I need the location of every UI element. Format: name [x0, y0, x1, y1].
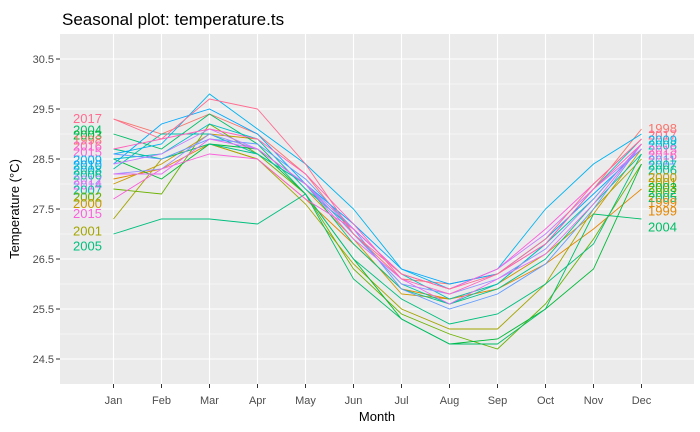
series-line-2010 [113, 108, 642, 285]
series-line-2004 [113, 113, 642, 345]
y-tick-label: 28.5 [33, 154, 54, 166]
series-lines [113, 93, 642, 350]
year-label-left: 2012 [73, 173, 102, 188]
y-tick-label: 27.5 [33, 204, 54, 216]
year-label-right: 2015 [648, 143, 677, 158]
x-tick-label: Aug [440, 395, 460, 407]
year-label-right: 2004 [648, 220, 677, 235]
year-label-right: 2003 [648, 180, 677, 195]
year-label-left: 2009 [73, 153, 102, 168]
y-axis-ticks: 24.5 25.5 26.5 27.5 28.5 29.5 30.5 [33, 54, 60, 366]
year-label-right: 2007 [648, 158, 677, 173]
x-tick-label: Mar [200, 395, 219, 407]
year-label-left: 2014 [73, 178, 102, 193]
year-label-left: 2015 [73, 145, 102, 160]
series-line-2003 [113, 143, 642, 345]
x-tick-label: May [295, 395, 316, 407]
x-tick-label: Oct [537, 395, 554, 407]
y-tick-label: 24.5 [33, 354, 54, 366]
year-label-left: 1998 [73, 133, 102, 148]
x-tick-label: Feb [152, 395, 171, 407]
x-tick-label: Apr [249, 395, 266, 407]
x-tick-label: Jul [394, 395, 408, 407]
year-label-right: 2001 [648, 175, 677, 190]
year-label-left: 2017 [73, 111, 102, 126]
y-tick-label: 30.5 [33, 54, 54, 66]
year-label-right: 2011 [648, 153, 676, 168]
year-label-left: 2007 [73, 183, 102, 198]
y-axis-title: Temperature (°C) [7, 159, 22, 259]
year-label-right: 1999 [648, 204, 677, 219]
y-tick-label: 26.5 [33, 254, 54, 266]
series-line-2009 [113, 93, 642, 290]
year-label-right: 2002 [648, 185, 677, 200]
year-label-right: 2009 [648, 133, 677, 148]
year-label-left: 2016 [73, 139, 102, 154]
x-tick-label: Jan [105, 395, 123, 407]
year-label-left: 2003 [73, 128, 102, 143]
year-label-right: 2016 [648, 148, 677, 163]
y-tick-label: 29.5 [33, 104, 54, 116]
right-year-labels: 1998201720092008201520162011200720062000… [648, 121, 677, 235]
y-tick-label: 25.5 [33, 304, 54, 316]
year-label-left: 2001 [73, 224, 102, 239]
year-label-left: 2004 [73, 123, 102, 138]
year-label-left: 2006 [73, 168, 102, 183]
chart-title: Seasonal plot: temperature.ts [62, 10, 284, 29]
series-line-2017 [113, 98, 642, 290]
year-label-left: 2008 [73, 163, 102, 178]
year-label-right: 1999 [648, 195, 677, 210]
year-label-right: 2000 [648, 170, 677, 185]
x-axis-title: Month [359, 409, 395, 424]
series-line-2005 [113, 153, 642, 325]
series-line-2016 [113, 128, 642, 295]
x-axis-ticks: Jan Feb Mar Apr May Jun Jul Aug Sep Oct Nov Dec [105, 384, 652, 407]
year-label-left: 2005 [73, 239, 102, 254]
x-tick-label: Dec [632, 395, 652, 407]
year-label-right: 1998 [648, 121, 677, 136]
year-label-right: 2017 [648, 128, 677, 143]
x-tick-label: Nov [584, 395, 604, 407]
year-label-right: 2005 [648, 190, 677, 205]
left-year-labels: 2017200420031998201620152009201020082006… [73, 111, 102, 254]
series-line-2014 [113, 138, 642, 305]
year-label-right: 2008 [648, 138, 677, 153]
grid-lines [60, 34, 694, 384]
year-label-left: 2015 [73, 206, 102, 221]
x-tick-label: Jun [345, 395, 363, 407]
year-label-left: 2010 [73, 158, 102, 173]
x-tick-label: Sep [488, 395, 508, 407]
year-label-right: 2006 [648, 163, 677, 178]
series-line-2006 [113, 143, 642, 305]
year-label-left: 2002 [73, 190, 102, 205]
year-label-left: 2000 [73, 196, 102, 211]
